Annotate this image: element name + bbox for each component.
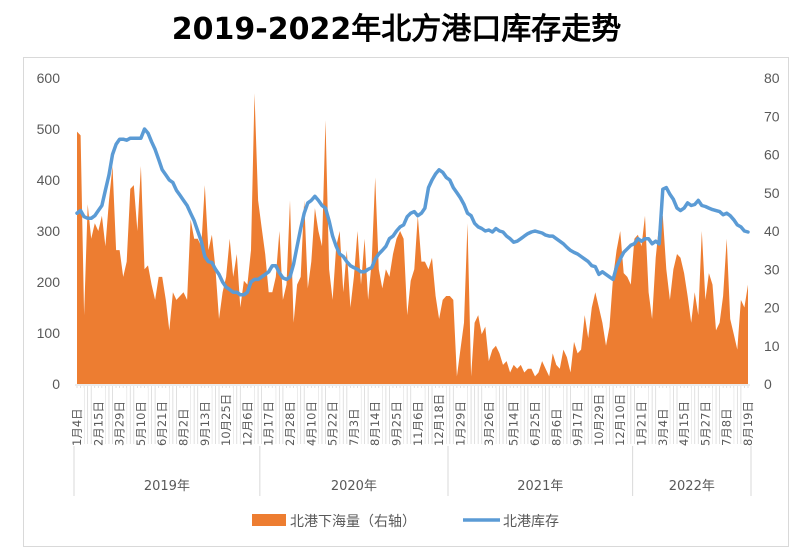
right-axis-tick: 0 xyxy=(764,376,772,392)
x-tick-label: 6月25日 xyxy=(528,401,542,446)
left-axis-tick: 100 xyxy=(37,325,61,341)
x-tick-label-bg xyxy=(369,388,383,446)
x-tick-label-bg xyxy=(305,388,319,446)
x-tick-label-bg xyxy=(411,388,425,446)
x-tick-label: 3月26日 xyxy=(482,401,496,446)
x-tick-label-bg xyxy=(720,388,734,446)
x-tick-label: 1月21日 xyxy=(634,401,648,446)
x-tick-label-bg xyxy=(678,388,692,446)
right-axis-tick: 70 xyxy=(764,108,780,124)
x-tick-label-bg xyxy=(656,388,670,446)
inventory-line xyxy=(75,127,750,297)
x-tick-label: 3月29日 xyxy=(113,401,127,446)
right-axis-tick: 50 xyxy=(764,185,780,201)
x-tick-label: 2月15日 xyxy=(91,401,105,446)
x-tick-label: 1月4日 xyxy=(70,408,84,446)
right-axis-tick: 80 xyxy=(764,70,780,86)
x-tick-label-bg xyxy=(198,388,212,446)
x-tick-label-bg xyxy=(592,388,606,446)
x-tick-label-bg xyxy=(614,388,628,446)
right-y-axis: 0 10 20 30 40 50 60 70 80 xyxy=(764,70,780,392)
x-tick-label-bg xyxy=(482,388,496,446)
x-tick-label: 9月25日 xyxy=(390,401,404,446)
x-tick-label: 10月25日 xyxy=(219,394,233,446)
x-tick-label-bg xyxy=(433,388,447,446)
x-tick-label: 7月3日 xyxy=(347,408,361,446)
left-axis-tick: 400 xyxy=(37,172,61,188)
x-tick-label-bg xyxy=(177,388,191,446)
right-axis-tick: 10 xyxy=(764,338,780,354)
x-tick-label: 5月27日 xyxy=(698,401,712,446)
x-tick-label: 9月13日 xyxy=(198,401,212,446)
x-tick-label-bg xyxy=(347,388,361,446)
left-y-axis: 0 100 200 300 400 500 600 xyxy=(37,70,61,392)
legend-area-label: 北港下海量（右轴） xyxy=(290,514,416,530)
x-tick-label-bg xyxy=(699,388,713,446)
legend-area-swatch xyxy=(252,514,286,526)
left-axis-tick: 600 xyxy=(37,70,61,86)
year-group-label: 2020年 xyxy=(331,479,377,494)
x-tick-label-bg xyxy=(635,388,649,446)
x-tick-label: 9月17日 xyxy=(571,401,585,446)
x-tick-label-bg xyxy=(550,388,564,446)
legend-line-label: 北港库存 xyxy=(503,514,559,530)
x-tick-label-bg xyxy=(284,388,298,446)
shipping-volume-area xyxy=(77,93,748,385)
x-tick-label: 11月6日 xyxy=(411,401,425,446)
right-axis-tick: 60 xyxy=(764,147,780,163)
x-tick-label: 12月18日 xyxy=(432,394,446,446)
year-group-label: 2021年 xyxy=(517,479,563,494)
x-tick-label-bg xyxy=(241,388,255,446)
x-tick-label-bg xyxy=(71,388,84,446)
x-tick-label: 3月4日 xyxy=(656,408,670,446)
x-tick-label: 12月10日 xyxy=(613,394,627,446)
year-group-label: 2022年 xyxy=(669,479,715,494)
left-axis-tick: 200 xyxy=(37,274,61,290)
x-tick-label: 12月6日 xyxy=(240,401,254,446)
x-tick-label: 6月21日 xyxy=(155,401,169,446)
left-axis-tick: 500 xyxy=(37,121,61,137)
left-axis-tick: 0 xyxy=(52,376,60,392)
x-tick-label-bg xyxy=(454,388,468,446)
x-tick-label: 10月29日 xyxy=(592,394,606,446)
left-axis-tick: 300 xyxy=(37,223,61,239)
x-tick-label: 7月8日 xyxy=(720,408,734,446)
right-axis-tick: 30 xyxy=(764,261,780,277)
x-tick-label-bg xyxy=(528,388,542,446)
x-tick-label: 1月29日 xyxy=(453,401,467,446)
x-tick-label: 8月19日 xyxy=(741,401,755,446)
legend: 北港下海量（右轴） 北港库存 xyxy=(252,514,559,530)
x-tick-label: 4月15日 xyxy=(677,401,691,446)
x-axis: 1月4日 2月15日 3月29日 5月10日 6月21日 8月2日 9月13日 10月25日 1… xyxy=(70,384,755,496)
x-tick-label-bg xyxy=(571,388,585,446)
chart-title: 2019-2022年北方港口库存走势 xyxy=(171,12,622,47)
x-tick-label-bg xyxy=(326,388,340,446)
x-tick-label: 5月22日 xyxy=(326,401,340,446)
x-tick-label: 4月10日 xyxy=(304,401,318,446)
right-axis-tick: 20 xyxy=(764,300,780,316)
x-tick-label: 8月2日 xyxy=(177,408,191,446)
x-tick-label-bg xyxy=(390,388,404,446)
x-tick-label: 8月14日 xyxy=(368,401,382,446)
x-tick-label-bg xyxy=(507,388,521,446)
x-tick-label: 8月6日 xyxy=(549,408,563,446)
x-tick-label: 1月17日 xyxy=(262,401,276,446)
right-axis-tick: 40 xyxy=(764,223,780,239)
x-tick-label-bg xyxy=(220,388,234,446)
x-tick-label-bg xyxy=(156,388,170,446)
x-tick-label-bg xyxy=(113,388,127,446)
x-tick-label-bg xyxy=(134,388,148,446)
x-tick-label: 2月28日 xyxy=(283,401,297,446)
x-tick-label: 5月14日 xyxy=(507,401,521,446)
x-tick-label-bg xyxy=(262,388,276,446)
x-tick-label: 5月10日 xyxy=(134,401,148,446)
x-tick-label-bg xyxy=(742,388,755,446)
x-tick-label-bg xyxy=(92,388,106,446)
year-group-label: 2019年 xyxy=(144,479,190,494)
